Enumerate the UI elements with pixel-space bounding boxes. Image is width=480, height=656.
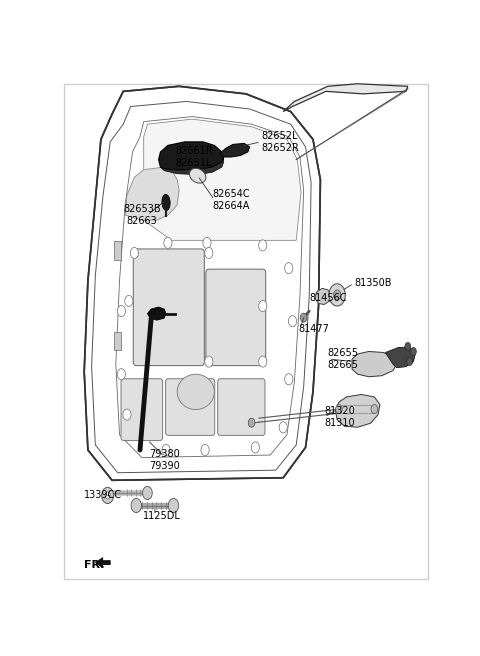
Circle shape	[125, 295, 133, 306]
Circle shape	[117, 306, 125, 317]
Text: 82655
82665: 82655 82665	[328, 348, 359, 370]
Polygon shape	[84, 87, 321, 480]
Circle shape	[123, 409, 131, 420]
Text: 82654C
82664A: 82654C 82664A	[213, 189, 250, 211]
Text: 82652L
82652R: 82652L 82652R	[261, 131, 299, 153]
Circle shape	[285, 262, 293, 274]
Circle shape	[259, 240, 267, 251]
Text: 81456C: 81456C	[309, 293, 347, 304]
Circle shape	[279, 422, 288, 433]
Circle shape	[259, 300, 267, 312]
Ellipse shape	[162, 194, 170, 211]
Text: 1339CC: 1339CC	[84, 491, 122, 501]
Polygon shape	[158, 142, 224, 170]
Text: 81477: 81477	[298, 324, 329, 334]
Text: 82653B
82663: 82653B 82663	[123, 204, 161, 226]
Circle shape	[201, 444, 209, 455]
Circle shape	[131, 499, 142, 512]
FancyBboxPatch shape	[121, 379, 163, 440]
FancyBboxPatch shape	[133, 249, 204, 365]
FancyBboxPatch shape	[206, 269, 266, 365]
Polygon shape	[352, 352, 396, 377]
Circle shape	[162, 444, 170, 455]
Circle shape	[288, 316, 297, 327]
Circle shape	[285, 374, 293, 385]
Circle shape	[251, 442, 259, 453]
Circle shape	[168, 499, 179, 512]
Polygon shape	[96, 558, 110, 567]
Circle shape	[336, 405, 342, 414]
Polygon shape	[147, 307, 166, 320]
Ellipse shape	[190, 169, 206, 183]
Circle shape	[102, 487, 114, 504]
Circle shape	[259, 356, 267, 367]
Circle shape	[117, 369, 125, 380]
Circle shape	[130, 247, 139, 258]
Circle shape	[105, 492, 110, 499]
Text: 82661R
82651L: 82661R 82651L	[175, 146, 213, 168]
Circle shape	[329, 284, 345, 306]
Text: FR.: FR.	[84, 560, 105, 569]
Circle shape	[204, 356, 213, 367]
Polygon shape	[160, 157, 224, 174]
Circle shape	[143, 486, 152, 499]
Polygon shape	[385, 348, 415, 367]
Text: 1125DL: 1125DL	[144, 510, 181, 521]
Polygon shape	[144, 119, 301, 240]
Text: 79380
79390: 79380 79390	[149, 449, 180, 471]
Bar	[114, 333, 121, 350]
Circle shape	[204, 247, 213, 258]
Bar	[114, 241, 121, 260]
FancyBboxPatch shape	[218, 379, 265, 436]
Polygon shape	[125, 167, 179, 220]
Circle shape	[410, 348, 416, 356]
Circle shape	[248, 418, 255, 427]
Ellipse shape	[177, 374, 215, 409]
Text: 81350B: 81350B	[354, 278, 391, 288]
Circle shape	[300, 313, 307, 322]
Polygon shape	[283, 84, 408, 112]
Text: 81320
81310: 81320 81310	[324, 406, 355, 428]
Circle shape	[164, 237, 172, 249]
Polygon shape	[315, 289, 332, 304]
Circle shape	[203, 237, 211, 249]
Circle shape	[334, 290, 341, 300]
Polygon shape	[220, 144, 250, 157]
Polygon shape	[335, 394, 380, 427]
Circle shape	[371, 405, 378, 414]
FancyBboxPatch shape	[166, 379, 215, 436]
Circle shape	[405, 342, 411, 350]
Circle shape	[407, 358, 413, 365]
